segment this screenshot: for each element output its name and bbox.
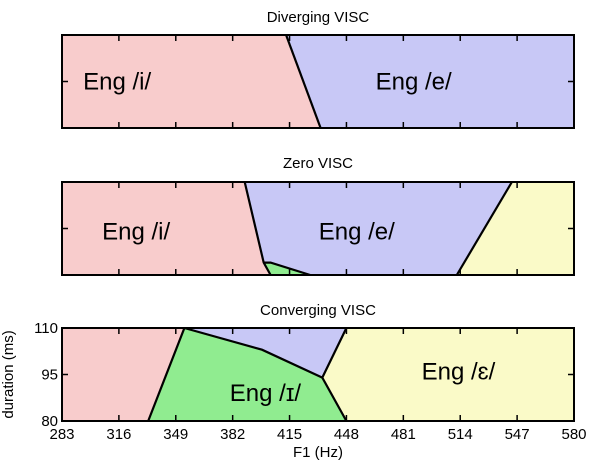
region-boundary xyxy=(455,181,513,276)
x-tick-label: 349 xyxy=(163,426,188,443)
region-unlabeled-0 xyxy=(62,328,185,421)
region-unlabeled-1 xyxy=(184,328,347,378)
x-tick-label: 448 xyxy=(334,426,359,443)
region-boundary xyxy=(263,261,311,277)
region-label: Eng /e/ xyxy=(376,69,452,96)
y-tick-label: 80 xyxy=(41,413,58,430)
x-tick-label: 283 xyxy=(49,426,74,443)
region-boundary xyxy=(147,327,186,422)
region-eng xyxy=(148,328,347,421)
x-axis-label: F1 (Hz) xyxy=(293,444,343,461)
region-engi xyxy=(62,35,321,128)
x-tick-label: 580 xyxy=(561,426,586,443)
region-label: Eng /i/ xyxy=(83,69,151,96)
panel-1: Eng /i/Eng /e/Diverging VISC xyxy=(61,9,575,129)
region-enge xyxy=(286,35,574,128)
y-tick-label: 95 xyxy=(41,367,58,384)
region-label: Eng /ɪ/ xyxy=(230,380,302,407)
x-tick-label: 316 xyxy=(106,426,131,443)
region-engi xyxy=(62,182,271,275)
x-tick-label: 547 xyxy=(505,426,530,443)
region-boundary xyxy=(285,34,322,129)
panel-3: Eng /ɪ/Eng /ɛ/Converging VISC 283 316 349 38… xyxy=(0,302,587,461)
region-boundary xyxy=(321,327,348,422)
region-unlabeled-3 xyxy=(456,182,574,275)
x-tick-label: 382 xyxy=(220,426,245,443)
region-label: Eng /ɛ/ xyxy=(422,358,496,385)
x-tick-label: 514 xyxy=(448,426,473,443)
y-tick-label: 110 xyxy=(34,320,58,337)
panel-title: Zero VISC xyxy=(283,155,353,172)
x-tick-label: 415 xyxy=(277,426,302,443)
region-eng xyxy=(322,328,574,421)
region-enge xyxy=(244,182,512,275)
region-boundary xyxy=(184,326,323,379)
panel-title: Converging VISC xyxy=(260,302,376,319)
panel-2: Eng /i/Eng /e/Zero VISC xyxy=(61,155,575,277)
y-axis-label: duration (ms) xyxy=(0,330,17,418)
x-tick-label: 481 xyxy=(391,426,416,443)
panel-title: Diverging VISC xyxy=(267,9,370,26)
region-label: Eng /e/ xyxy=(319,219,395,246)
region-label: Eng /i/ xyxy=(102,219,170,246)
